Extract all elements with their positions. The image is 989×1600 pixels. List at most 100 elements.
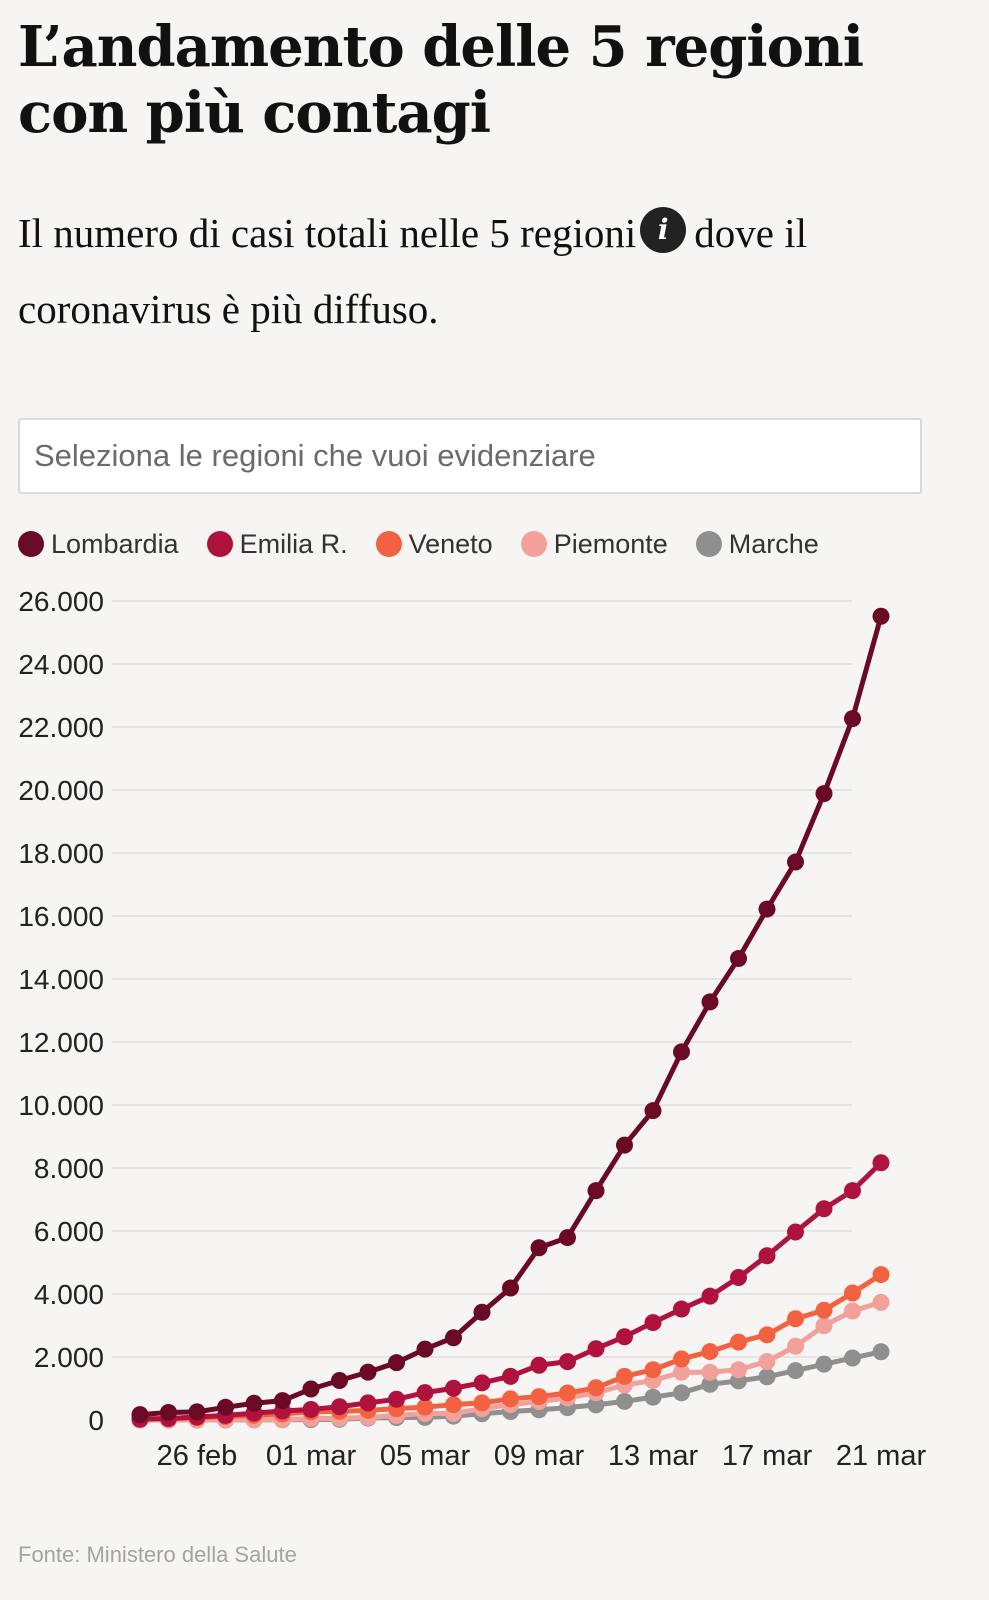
data-point-lombardia xyxy=(616,1136,633,1154)
legend-dot-icon xyxy=(375,531,402,557)
y-tick-label: 4.000 xyxy=(34,1279,104,1310)
data-point-veneto xyxy=(644,1361,662,1379)
data-point-veneto xyxy=(701,1343,719,1361)
data-point-veneto xyxy=(445,1396,462,1414)
data-point-veneto xyxy=(844,1284,861,1302)
data-point-lombardia xyxy=(473,1303,491,1321)
legend-item-emilia[interactable]: Emilia R. xyxy=(206,528,348,560)
data-point-marche xyxy=(587,1396,605,1414)
data-point-marche xyxy=(844,1349,861,1367)
data-point-piemonte xyxy=(787,1337,804,1355)
data-point-veneto xyxy=(616,1367,633,1385)
x-tick-label: 05 mar xyxy=(380,1440,471,1472)
legend-dot-icon xyxy=(206,531,233,557)
data-point-lombardia xyxy=(131,1406,149,1424)
data-point-lombardia xyxy=(416,1340,434,1358)
data-point-emilia-r xyxy=(616,1328,633,1346)
data-point-veneto xyxy=(473,1394,491,1412)
data-point-lombardia xyxy=(587,1182,605,1200)
data-point-marche xyxy=(701,1375,719,1393)
data-point-lombardia xyxy=(274,1392,291,1410)
subtitle-text-start: Il numero di casi totali nelle 5 regioni xyxy=(18,210,637,256)
y-tick-label: 24.000 xyxy=(18,649,104,680)
data-point-lombardia xyxy=(331,1371,348,1389)
data-point-lombardia xyxy=(701,993,719,1011)
data-point-veneto xyxy=(787,1310,804,1328)
data-point-veneto xyxy=(815,1301,833,1319)
legend-item-veneto[interactable]: Veneto xyxy=(375,528,493,560)
y-tick-label: 8.000 xyxy=(34,1153,104,1184)
data-point-piemonte xyxy=(701,1363,719,1381)
data-point-emilia-r xyxy=(758,1247,776,1265)
data-point-emilia-r xyxy=(872,1154,890,1172)
y-tick-label: 18.000 xyxy=(18,838,104,869)
data-point-marche xyxy=(616,1392,633,1410)
legend-dot-icon xyxy=(695,531,722,557)
legend-label: Veneto xyxy=(408,528,493,559)
subtitle-text-end: dove il coronavirus è più diffuso. xyxy=(18,210,807,332)
data-point-lombardia xyxy=(388,1354,405,1372)
legend-dot-icon xyxy=(520,531,547,557)
series-piemonte xyxy=(131,1293,890,1429)
legend-dot-icon xyxy=(18,531,44,557)
x-tick-label: 13 mar xyxy=(608,1440,699,1472)
data-point-veneto xyxy=(673,1350,690,1368)
data-point-emilia-r xyxy=(559,1353,576,1371)
data-point-lombardia xyxy=(872,607,890,625)
source-note: Fonte: Ministero della Salute xyxy=(18,1542,297,1567)
data-point-lombardia xyxy=(359,1363,377,1381)
data-point-lombardia xyxy=(673,1043,690,1061)
data-point-emilia-r xyxy=(587,1340,605,1358)
legend-label: Piemonte xyxy=(553,528,668,559)
data-point-lombardia xyxy=(445,1329,462,1347)
data-point-emilia-r xyxy=(502,1367,519,1385)
data-point-lombardia xyxy=(188,1403,206,1421)
data-point-marche xyxy=(787,1362,804,1380)
y-tick-label: 22.000 xyxy=(18,712,104,743)
data-point-lombardia xyxy=(787,853,804,871)
y-tick-label: 0 xyxy=(88,1405,104,1436)
y-tick-label: 26.000 xyxy=(18,586,104,617)
data-point-emilia-r xyxy=(359,1394,377,1412)
legend-item-marche[interactable]: Marche xyxy=(695,529,819,560)
data-point-piemonte xyxy=(758,1353,776,1371)
x-tick-label: 26 feb xyxy=(157,1440,238,1472)
data-point-veneto xyxy=(530,1388,548,1406)
legend-item-piemonte[interactable]: Piemonte xyxy=(520,528,668,560)
data-point-veneto xyxy=(730,1333,747,1351)
data-point-emilia-r xyxy=(416,1384,434,1402)
data-point-lombardia xyxy=(160,1403,177,1421)
data-point-lombardia xyxy=(302,1380,320,1398)
data-point-veneto xyxy=(587,1379,605,1397)
data-point-emilia-r xyxy=(815,1200,833,1218)
data-point-lombardia xyxy=(730,950,747,968)
data-point-veneto xyxy=(502,1390,519,1408)
data-point-piemonte xyxy=(872,1293,890,1311)
region-search-input[interactable]: Seleziona le regioni che vuoi evidenziar… xyxy=(18,418,922,494)
data-point-veneto xyxy=(559,1384,576,1402)
data-point-marche xyxy=(815,1355,833,1373)
info-icon[interactable]: i xyxy=(640,207,687,253)
data-point-emilia-r xyxy=(644,1314,662,1332)
legend-item-lombardia[interactable]: Lombardia xyxy=(18,529,179,560)
data-point-emilia-r xyxy=(701,1287,719,1305)
data-point-marche xyxy=(872,1343,890,1361)
data-point-emilia-r xyxy=(331,1398,348,1416)
data-point-marche xyxy=(758,1368,776,1386)
data-point-lombardia xyxy=(559,1229,576,1247)
page-subtitle: Il numero di casi totali nelle 5 regioni… xyxy=(18,195,958,347)
data-point-emilia-r xyxy=(673,1300,690,1318)
y-tick-label: 2.000 xyxy=(34,1342,104,1373)
data-point-marche xyxy=(644,1388,662,1406)
data-point-piemonte xyxy=(730,1361,747,1379)
y-tick-label: 20.000 xyxy=(18,775,104,806)
legend-label: Emilia R. xyxy=(239,528,348,559)
line-chart: 0 2.000 4.000 6.000 8.000 10.000 12.000 14.000 1… xyxy=(18,586,926,1472)
data-point-veneto xyxy=(872,1266,890,1284)
data-point-piemonte xyxy=(815,1317,833,1335)
y-tick-label: 6.000 xyxy=(34,1216,104,1247)
data-point-lombardia xyxy=(502,1279,519,1297)
data-point-emilia-r xyxy=(844,1182,861,1200)
data-point-emilia-r xyxy=(787,1223,804,1241)
y-tick-label: 10.000 xyxy=(18,1090,104,1121)
